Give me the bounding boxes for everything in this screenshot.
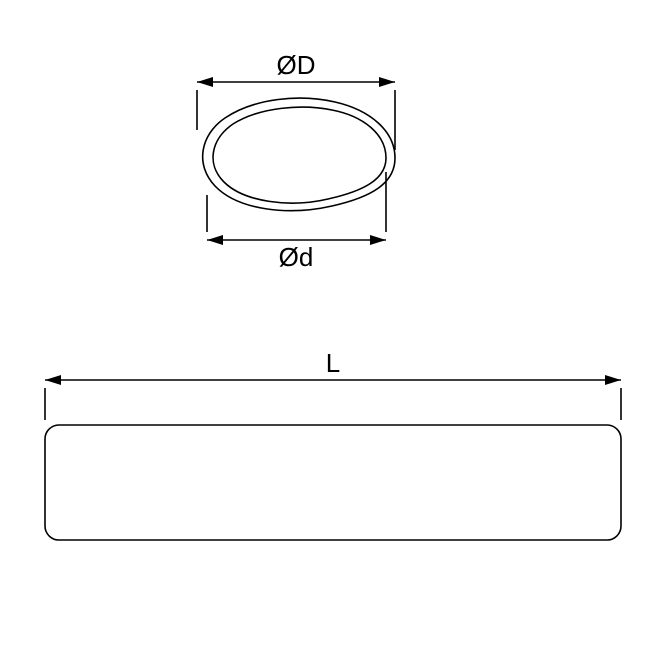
technical-drawing: ØD Ød L <box>0 0 670 670</box>
dim-d-label: Ød <box>279 242 314 272</box>
dim-L-label: L <box>326 348 340 378</box>
dim-D-label: ØD <box>277 50 316 80</box>
canvas-bg <box>0 0 670 670</box>
